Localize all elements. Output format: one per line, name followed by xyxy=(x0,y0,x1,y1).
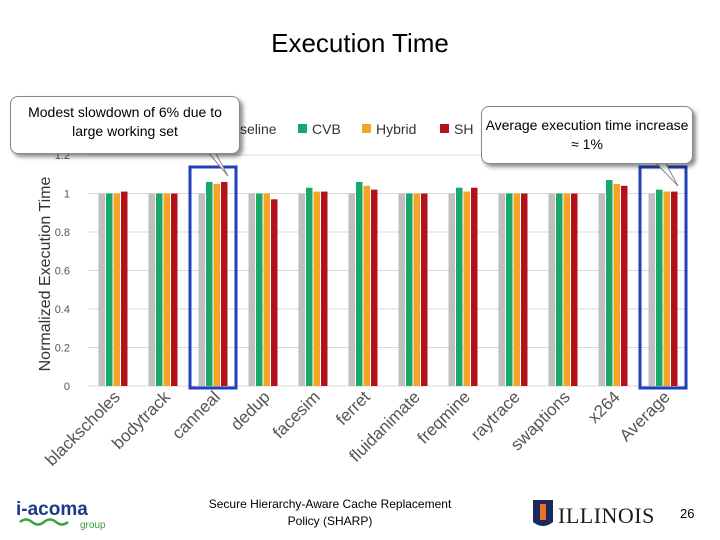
bar-baseline-bodytrack xyxy=(148,193,155,386)
callout-right: Average execution time increase ≈ 1% xyxy=(481,106,693,164)
bar-sharp-canneal xyxy=(221,181,228,386)
x-tick-label: blackscholes xyxy=(42,387,124,469)
bar-hybrid-bodytrack xyxy=(163,193,170,386)
bar-sharp-freqmine xyxy=(471,187,478,386)
bar-sharp-ferret xyxy=(371,189,378,386)
callout-left-text: Modest slowdown of 6% due to large worki… xyxy=(28,104,222,139)
bars xyxy=(98,180,678,386)
callout-left: Modest slowdown of 6% due to large worki… xyxy=(10,96,240,154)
bar-baseline-facesim xyxy=(298,193,305,386)
legend-swatch-cvb xyxy=(298,124,307,133)
bar-hybrid-fluidanimate xyxy=(413,193,420,386)
bar-baseline-x264 xyxy=(598,193,605,386)
bar-cvb-fluidanimate xyxy=(406,193,413,386)
bar-baseline-average xyxy=(648,193,655,386)
bar-hybrid-canneal xyxy=(213,183,220,386)
illinois-wordmark: ILLINOIS xyxy=(558,503,655,528)
bar-cvb-bodytrack xyxy=(156,193,163,386)
bar-baseline-freqmine xyxy=(448,193,455,386)
bar-cvb-blackscholes xyxy=(106,193,113,386)
y-tick-label: 1 xyxy=(64,189,70,201)
x-tick-label: canneal xyxy=(168,387,224,443)
bar-baseline-blackscholes xyxy=(98,193,105,386)
y-axis-label: Normalized Execution Time xyxy=(37,177,54,372)
bar-baseline-fluidanimate xyxy=(398,193,405,386)
highlight-box-canneal xyxy=(188,165,238,390)
y-tick-label: 0.4 xyxy=(55,304,70,316)
legend-label-hybrid: Hybrid xyxy=(376,121,416,137)
x-tick-label: freqmine xyxy=(414,387,474,447)
bar-cvb-raytrace xyxy=(506,193,513,386)
bar-baseline-dedup xyxy=(248,193,255,386)
x-tick-label: ferret xyxy=(332,387,374,429)
bar-sharp-blackscholes xyxy=(121,191,128,386)
iacoma-logo: i-acoma group xyxy=(16,499,106,531)
y-tick-label: 0.6 xyxy=(55,266,70,278)
bar-hybrid-blackscholes xyxy=(113,193,120,386)
y-tick-label: 0 xyxy=(64,381,70,393)
bar-hybrid-facesim xyxy=(313,191,320,386)
bar-sharp-swaptions xyxy=(571,193,578,386)
bar-cvb-freqmine xyxy=(456,187,463,386)
bar-hybrid-swaptions xyxy=(563,193,570,386)
legend-label-sharp: SH xyxy=(454,121,473,137)
bar-sharp-facesim xyxy=(321,191,328,386)
bar-baseline-raytrace xyxy=(498,193,505,386)
bar-hybrid-raytrace xyxy=(513,193,520,386)
bar-cvb-canneal xyxy=(206,181,213,386)
y-tick-label: 0.2 xyxy=(55,343,70,355)
y-tick-labels: 00.20.40.60.811.2 xyxy=(55,150,70,393)
gridlines xyxy=(88,154,688,387)
illinois-logo xyxy=(533,500,553,526)
bar-baseline-canneal xyxy=(198,193,205,386)
bar-cvb-average xyxy=(656,189,663,386)
y-tick-label: 0.8 xyxy=(55,227,70,239)
callout-left-pointer xyxy=(190,151,229,177)
bar-cvb-facesim xyxy=(306,187,313,386)
footer-text: Secure Hierarchy-Aware Cache Replacement… xyxy=(208,497,452,528)
legend-label-cvb: CVB xyxy=(312,121,341,137)
legend-swatch-hybrid xyxy=(362,124,371,133)
bar-hybrid-dedup xyxy=(263,193,270,386)
page-number: 26 xyxy=(680,506,695,521)
bar-sharp-raytrace xyxy=(521,193,528,386)
bar-baseline-swaptions xyxy=(548,193,555,386)
x-tick-label: dedup xyxy=(227,387,274,434)
highlight-box-average xyxy=(638,165,688,390)
legend: seline CVB Hybrid SH xyxy=(240,121,473,137)
bar-baseline-ferret xyxy=(348,193,355,386)
bar-sharp-bodytrack xyxy=(171,193,178,386)
legend-swatch-sharp xyxy=(440,124,449,133)
bar-sharp-average xyxy=(671,191,678,386)
x-tick-label: facesim xyxy=(269,387,324,442)
svg-text:i-acoma: i-acoma xyxy=(16,499,88,520)
callout-right-text: Average execution time increase ≈ 1% xyxy=(485,117,689,152)
bar-sharp-x264 xyxy=(621,185,628,386)
bar-cvb-x264 xyxy=(606,180,613,386)
x-tick-label: Average xyxy=(616,387,674,445)
legend-label-baseline: seline xyxy=(240,121,277,137)
bar-hybrid-freqmine xyxy=(463,191,470,386)
x-tick-label: x264 xyxy=(584,387,624,427)
bar-sharp-fluidanimate xyxy=(421,193,428,386)
svg-text:group: group xyxy=(80,520,106,531)
bar-hybrid-ferret xyxy=(363,185,370,386)
bar-cvb-swaptions xyxy=(556,193,563,386)
bar-hybrid-x264 xyxy=(613,183,620,386)
slide-title: Execution Time xyxy=(271,28,449,58)
bar-sharp-dedup xyxy=(271,199,278,386)
bar-hybrid-average xyxy=(663,191,670,386)
bar-cvb-dedup xyxy=(256,193,263,386)
bar-cvb-ferret xyxy=(356,181,363,386)
